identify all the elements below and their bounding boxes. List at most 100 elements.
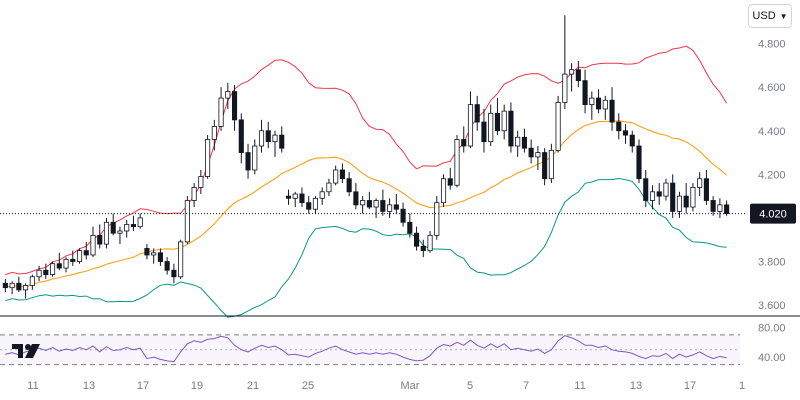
candle bbox=[225, 82, 231, 109]
currency-selector[interactable]: USD ▼ bbox=[748, 4, 792, 28]
candle-body-down bbox=[575, 69, 581, 82]
candle-body-up bbox=[191, 187, 197, 201]
candle-body-up bbox=[218, 97, 224, 127]
candle bbox=[306, 196, 312, 214]
candle-body-down bbox=[245, 152, 251, 171]
candle bbox=[548, 143, 554, 184]
candle bbox=[346, 172, 352, 197]
candle bbox=[461, 126, 467, 153]
candle bbox=[622, 124, 629, 144]
candle-body-down bbox=[70, 258, 76, 262]
candle-body-down bbox=[595, 97, 602, 110]
candle bbox=[373, 198, 379, 218]
candle-body-down bbox=[366, 200, 372, 208]
candle-body-up bbox=[103, 221, 110, 245]
candle-body-down bbox=[265, 130, 271, 143]
candle bbox=[137, 213, 143, 229]
candle-body-down bbox=[299, 193, 305, 204]
candle-body-up bbox=[312, 197, 319, 210]
tradingview-logo[interactable] bbox=[12, 342, 44, 360]
candle bbox=[90, 226, 96, 258]
candle-body-up bbox=[555, 102, 561, 151]
time-axis[interactable]: 11 13 17 19 21 25 Mar 5 7 11 13 17 1 bbox=[27, 380, 745, 392]
time-tick-label: 11 bbox=[27, 380, 38, 392]
candle-body-up bbox=[548, 149, 554, 180]
logo-dot bbox=[25, 344, 31, 350]
candle bbox=[407, 213, 413, 238]
candle-body-up bbox=[29, 276, 35, 286]
candle bbox=[164, 257, 170, 275]
candle-body-down bbox=[16, 282, 22, 291]
candle-body-down bbox=[724, 204, 730, 214]
candle bbox=[575, 61, 581, 88]
rsi-tick-label: 40.00 bbox=[758, 352, 786, 364]
candle-body-up bbox=[717, 204, 723, 212]
candle-body-up bbox=[225, 91, 231, 99]
candle-body-up bbox=[454, 139, 460, 186]
candle bbox=[413, 226, 420, 251]
candle bbox=[130, 215, 137, 232]
candle bbox=[683, 183, 689, 214]
candle-body-down bbox=[2, 282, 8, 289]
candle-body-up bbox=[124, 224, 130, 232]
candle bbox=[191, 183, 197, 208]
candle-body-down bbox=[83, 250, 89, 256]
time-tick-label: 21 bbox=[247, 380, 259, 392]
candle-body-down bbox=[528, 147, 534, 158]
candle-body-up bbox=[663, 182, 669, 197]
candle bbox=[299, 187, 305, 208]
last-price-tag: 4.020 bbox=[750, 203, 796, 224]
candle bbox=[252, 139, 258, 175]
candle-body-up bbox=[501, 110, 507, 132]
candle bbox=[49, 261, 56, 277]
candle-body-down bbox=[353, 191, 359, 206]
candle bbox=[258, 119, 265, 153]
time-tick-label: 1 bbox=[739, 380, 745, 392]
candle bbox=[117, 226, 123, 245]
time-tick-label: 13 bbox=[83, 380, 95, 392]
candle bbox=[157, 248, 163, 266]
last-price-label: 4.020 bbox=[759, 209, 787, 221]
candle bbox=[70, 250, 76, 266]
basis-line bbox=[5, 120, 727, 289]
candle bbox=[198, 169, 204, 194]
candle-body-up bbox=[333, 169, 339, 184]
rsi-axis[interactable]: 80.00 40.00 bbox=[758, 322, 786, 364]
candle-body-down bbox=[400, 208, 406, 223]
time-tick-label: 17 bbox=[684, 380, 696, 392]
candle-body-up bbox=[697, 178, 703, 188]
candle-body-down bbox=[279, 134, 285, 149]
price-tick-label: 4.400 bbox=[758, 126, 786, 138]
price-tick-label: 3.800 bbox=[758, 257, 786, 269]
logo-chevron bbox=[25, 344, 40, 358]
candle bbox=[9, 281, 15, 295]
candle bbox=[110, 213, 116, 236]
lower-band-line bbox=[5, 177, 727, 318]
candle bbox=[97, 224, 103, 249]
candle-body-down bbox=[683, 195, 689, 208]
candle-body-up bbox=[515, 136, 521, 147]
candle-body-down bbox=[636, 145, 642, 180]
candle-body-down bbox=[306, 202, 312, 210]
candle bbox=[23, 283, 29, 299]
candle bbox=[63, 257, 69, 273]
candle bbox=[609, 87, 615, 131]
candle bbox=[292, 191, 298, 208]
rsi-pane[interactable] bbox=[0, 334, 740, 366]
candle-body-down bbox=[616, 121, 622, 132]
candle-body-down bbox=[474, 104, 480, 123]
candle-body-up bbox=[387, 204, 393, 212]
candle-body-down bbox=[393, 204, 399, 210]
candle-body-up bbox=[488, 112, 494, 143]
candle bbox=[83, 241, 89, 260]
candle bbox=[231, 84, 238, 131]
candle-body-up bbox=[373, 200, 379, 208]
candle bbox=[211, 119, 217, 151]
candle bbox=[535, 146, 541, 170]
candle bbox=[144, 244, 150, 260]
candle-body-down bbox=[407, 221, 413, 234]
candle bbox=[366, 191, 372, 210]
candle bbox=[339, 163, 345, 184]
price-axis[interactable]: 4.800 4.600 4.400 4.200 3.800 3.600 bbox=[758, 39, 786, 313]
